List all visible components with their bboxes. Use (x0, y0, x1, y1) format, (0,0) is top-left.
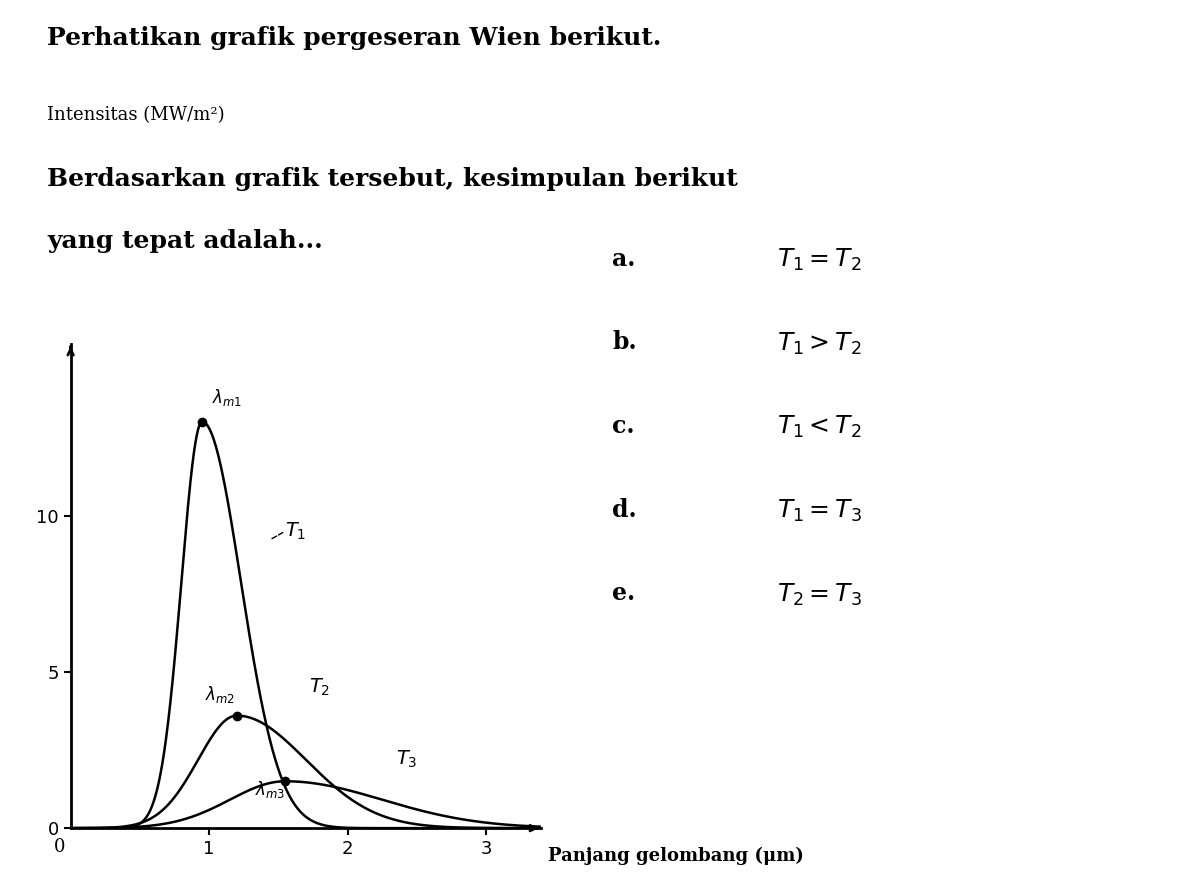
Text: $T_1 < T_2$: $T_1 < T_2$ (777, 414, 862, 440)
Text: Berdasarkan grafik tersebut, kesimpulan berikut: Berdasarkan grafik tersebut, kesimpulan … (47, 167, 738, 191)
Text: c.: c. (612, 414, 634, 438)
Text: a.: a. (612, 247, 636, 270)
Text: Panjang gelombang (μm): Panjang gelombang (μm) (548, 848, 804, 865)
Text: $T_1 > T_2$: $T_1 > T_2$ (777, 330, 862, 357)
Text: 0: 0 (54, 838, 65, 856)
Text: yang tepat adalah...: yang tepat adalah... (47, 229, 322, 253)
Text: $T_1$: $T_1$ (285, 521, 306, 542)
Text: d.: d. (612, 498, 637, 522)
Text: $T_3$: $T_3$ (395, 749, 418, 770)
Text: $\lambda_{m2}$: $\lambda_{m2}$ (205, 684, 235, 705)
Text: $\lambda_{m3}$: $\lambda_{m3}$ (254, 780, 285, 800)
Text: $T_2$: $T_2$ (308, 677, 330, 698)
Text: $\lambda_{m1}$: $\lambda_{m1}$ (212, 387, 242, 408)
Text: e.: e. (612, 581, 636, 605)
Text: Perhatikan grafik pergeseran Wien berikut.: Perhatikan grafik pergeseran Wien beriku… (47, 26, 661, 50)
Text: Intensitas (MW/m²): Intensitas (MW/m²) (47, 106, 225, 123)
Text: $T_1 = T_2$: $T_1 = T_2$ (777, 247, 862, 273)
Text: $T_1 = T_3$: $T_1 = T_3$ (777, 498, 862, 524)
Text: $T_2 = T_3$: $T_2 = T_3$ (777, 581, 862, 608)
Text: b.: b. (612, 330, 637, 354)
